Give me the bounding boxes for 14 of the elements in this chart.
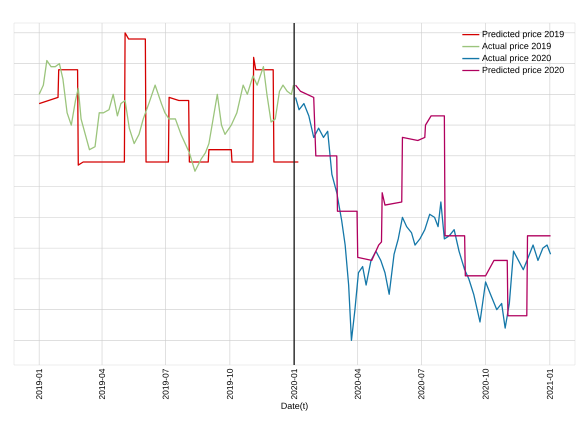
legend-label: Actual price 2020 <box>482 54 551 63</box>
x-tick-label: 2019-10 <box>226 368 233 400</box>
x-tick-label: 2020-10 <box>482 368 489 400</box>
x-tick-label: 2019-01 <box>36 368 42 400</box>
x-tick-label: 2020-01 <box>291 368 298 400</box>
x-tick-label: 2021-01 <box>546 368 553 400</box>
x-tick-label: 2019-04 <box>99 368 106 400</box>
legend-label: Actual price 2019 <box>482 42 551 51</box>
x-axis-title: Date(t) <box>282 402 308 411</box>
x-tick-label: 2020-07 <box>418 368 424 400</box>
x-tick-label: 2020-04 <box>354 368 361 400</box>
x-tick-label: 2019-07 <box>162 368 169 400</box>
legend-label: Predicted price 2019 <box>482 30 564 39</box>
legend-label: Predicted price 2020 <box>482 66 564 75</box>
